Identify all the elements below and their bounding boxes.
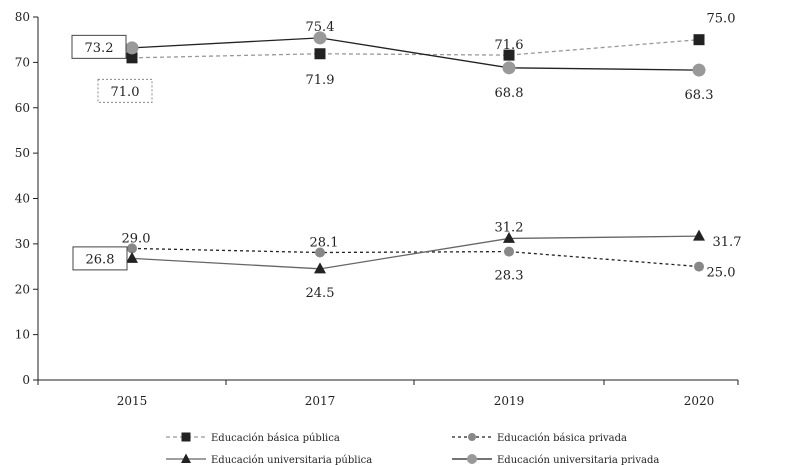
y-tick-label: 80	[15, 10, 30, 24]
x-tick-label: 2015	[117, 394, 148, 408]
data-label: 31.7	[713, 235, 742, 250]
y-tick-label: 20	[15, 282, 30, 296]
legend-item-universitaria_privada: Educación universitaria privada	[452, 454, 659, 465]
legend-marker	[467, 454, 477, 464]
data-point-basica_publica	[314, 48, 326, 60]
data-point-universitaria_publica	[693, 229, 705, 241]
legend-item-universitaria_publica: Educación universitaria pública	[166, 453, 372, 465]
data-point-universitaria_publica	[314, 262, 326, 274]
x-tick-label: 2020	[684, 394, 715, 408]
data-point-basica_privada	[504, 246, 514, 257]
data-label-box	[71, 34, 127, 59]
legend-label: Educación universitaria privada	[497, 455, 659, 465]
data-label: 75.4	[306, 20, 335, 35]
y-tick-label: 10	[15, 328, 30, 342]
data-point-universitaria_publica	[126, 251, 138, 263]
legend-label: Educación básica pública	[211, 433, 340, 444]
data-point-basica_privada	[315, 247, 325, 258]
data-point-universitaria_privada	[125, 41, 139, 55]
data-point-universitaria_privada	[502, 61, 516, 75]
data-point-basica_publica	[693, 34, 705, 46]
data-point-universitaria_privada	[313, 31, 327, 45]
series-line-universitaria_publica	[131, 235, 700, 270]
data-label: 31.2	[495, 220, 524, 235]
series-universitaria_publica	[126, 229, 705, 274]
y-tick-label: 40	[15, 192, 30, 206]
legend-label: Educación universitaria pública	[211, 455, 372, 465]
data-label: 71.6	[495, 38, 524, 53]
y-tick-label: 0	[22, 373, 30, 387]
data-point-basica_publica	[126, 52, 138, 64]
data-label: 75.0	[707, 12, 736, 27]
data-label: 25.0	[707, 266, 736, 281]
y-tick-label: 70	[15, 55, 30, 69]
legend-item-basica_privada: Educación básica privada	[452, 433, 627, 444]
chart-data-labels: 71.0 71.9 71.6 75.0 29.0 28.1 28.3 25.0 26.8 24.5…	[71, 12, 742, 301]
data-label: 29.0	[122, 231, 151, 246]
series-line-basica_privada	[131, 247, 700, 268]
series-basica_publica	[126, 34, 705, 64]
series-line-basica_publica	[131, 39, 700, 59]
x-tick-label: 2019	[494, 394, 525, 408]
data-point-basica_privada	[127, 243, 137, 254]
chart-series	[125, 31, 706, 274]
legend-label: Educación básica privada	[497, 433, 627, 444]
data-label: 24.5	[306, 286, 335, 301]
chart-legend: Educación básica pública Educación básica…	[166, 432, 659, 465]
data-label: 71.9	[306, 73, 335, 88]
y-tick-label: 30	[15, 237, 30, 251]
series-universitaria_privada	[125, 31, 706, 77]
data-point-universitaria_privada	[692, 63, 706, 77]
data-label: 28.3	[495, 269, 524, 284]
data-point-basica_publica	[503, 49, 515, 61]
data-label: 71.0	[111, 85, 140, 100]
legend-marker	[181, 453, 191, 463]
data-label: 26.8	[86, 252, 115, 267]
data-label: 68.3	[685, 88, 714, 103]
legend-item-basica_publica: Educación básica pública	[166, 432, 340, 444]
data-point-universitaria_publica	[503, 231, 515, 243]
y-tick-label: 60	[15, 101, 30, 115]
legend-marker	[181, 432, 191, 442]
data-label: 68.8	[495, 86, 524, 101]
series-line-universitaria_privada	[131, 37, 700, 71]
data-label-box	[97, 78, 153, 103]
y-tick-label: 50	[15, 146, 30, 160]
x-tick-label: 2017	[305, 394, 336, 408]
chart-axes: 0 10 20 30 40 50 60 70 80 2015 2017 2019 2020	[15, 10, 739, 408]
data-label: 28.1	[310, 235, 339, 250]
data-point-basica_privada	[694, 261, 704, 272]
legend-marker	[468, 433, 476, 441]
data-label: 73.2	[85, 41, 114, 56]
data-label-box	[72, 246, 128, 271]
series-basica_privada	[127, 243, 704, 272]
